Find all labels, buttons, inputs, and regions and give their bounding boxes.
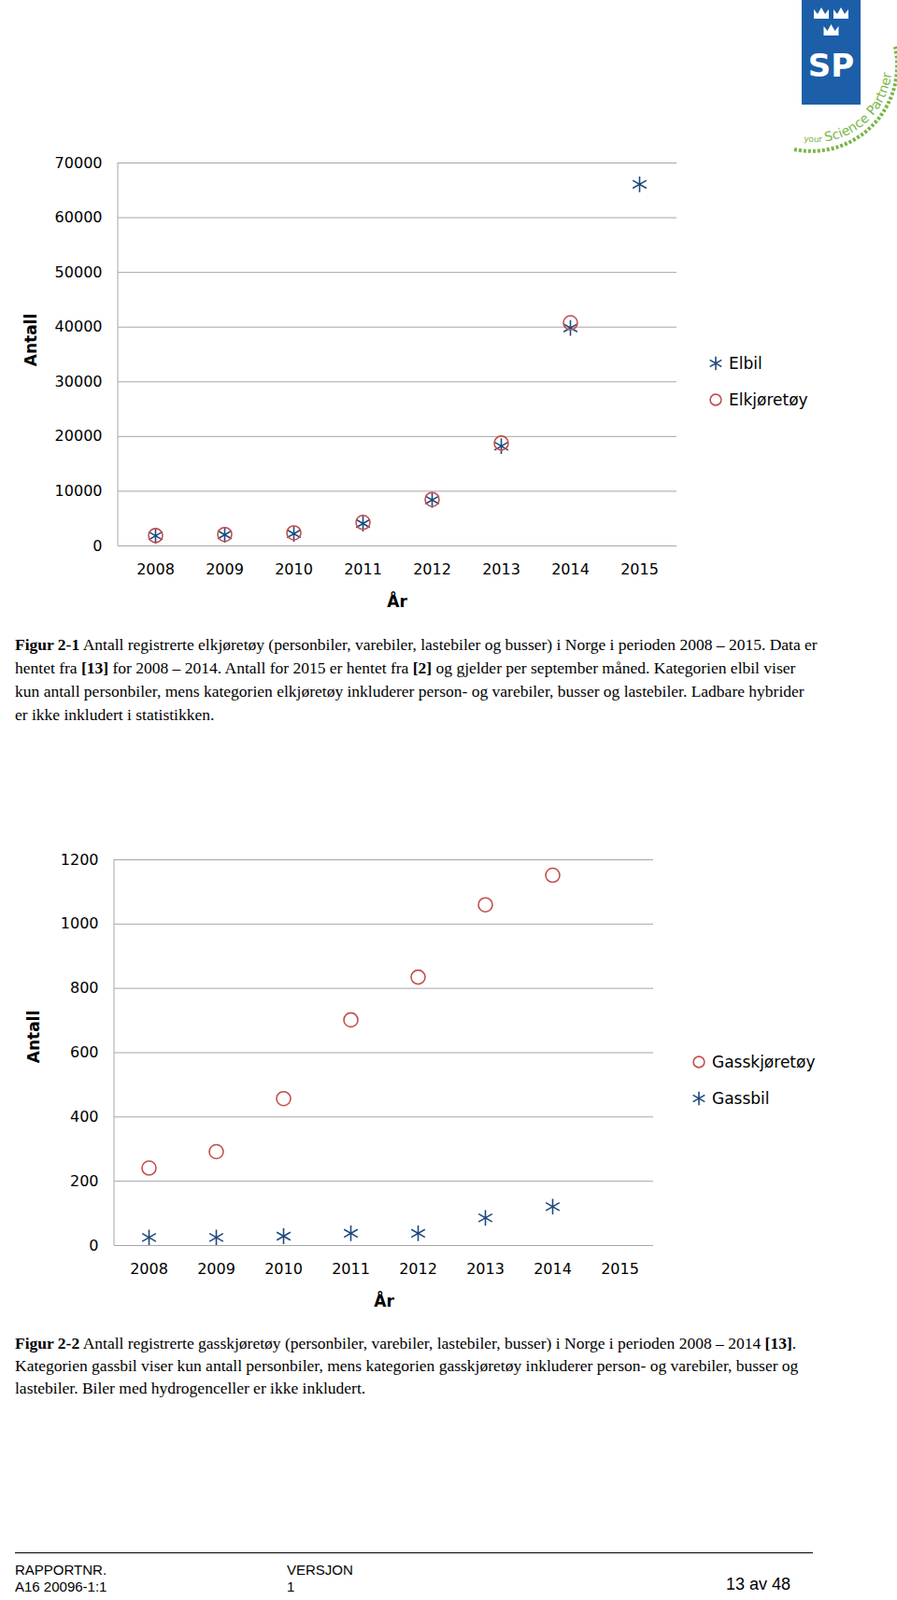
svg-text:2011: 2011	[331, 1260, 371, 1279]
svg-text:10000: 10000	[55, 482, 103, 500]
svg-text:600: 600	[70, 1043, 100, 1062]
svg-text:2010: 2010	[264, 1260, 303, 1279]
svg-text:2014: 2014	[551, 560, 590, 579]
svg-text:2015: 2015	[600, 1260, 640, 1279]
svg-text:2011: 2011	[343, 560, 383, 579]
svg-text:1000: 1000	[60, 914, 100, 933]
svg-text:2008: 2008	[129, 1260, 169, 1279]
svg-text:2012: 2012	[412, 560, 452, 579]
html-text:13 av 48: 13 av 48	[726, 1575, 791, 1595]
svg-text:30000: 30000	[55, 372, 103, 391]
html-text:År: År	[373, 1292, 395, 1311]
html-text:Antall: Antall	[24, 1010, 43, 1064]
html-text:VERSJON: VERSJON	[286, 1562, 354, 1579]
html-text:RAPPORTNR.: RAPPORTNR.	[14, 1562, 107, 1579]
svg-text:2013: 2013	[482, 560, 521, 579]
svg-text:200: 200	[70, 1172, 100, 1191]
svg-text:400: 400	[70, 1108, 100, 1126]
html-text:A16 20096-1:1: A16 20096-1:1	[14, 1579, 107, 1595]
html-text:Gassbil: Gassbil	[711, 1089, 770, 1109]
html-text:1: 1	[286, 1579, 295, 1595]
svg-text:40000: 40000	[55, 317, 103, 336]
html-text:År: År	[387, 592, 408, 612]
svg-text:60000: 60000	[55, 208, 103, 227]
svg-text:50000: 50000	[55, 263, 103, 282]
svg-text:2009: 2009	[205, 560, 244, 579]
svg-text:2009: 2009	[197, 1260, 236, 1279]
html-text:Figur 2-1 Antall registrerte e: Figur 2-1 Antall registrerte elkjøretøy …	[14, 635, 818, 725]
svg-text:70000: 70000	[55, 154, 103, 172]
svg-text:2015: 2015	[620, 560, 659, 579]
svg-text:800: 800	[70, 979, 100, 997]
svg-text:2013: 2013	[466, 1260, 505, 1279]
html-text:Antall: Antall	[21, 313, 41, 367]
svg-text:2014: 2014	[533, 1260, 572, 1279]
svg-text:0: 0	[88, 1237, 99, 1255]
svg-text:0: 0	[92, 537, 102, 556]
svg-text:20000: 20000	[55, 427, 103, 445]
svg-text:SP: SP	[808, 46, 855, 85]
html-text:Gasskjøretøy: Gasskjøretøy	[711, 1053, 816, 1072]
svg-text:2010: 2010	[274, 560, 314, 579]
svg-text:2008: 2008	[136, 560, 175, 579]
html-text:Elkjøretøy: Elkjøretøy	[728, 390, 808, 410]
svg-text:2012: 2012	[398, 1260, 438, 1279]
svg-text:your Science Partner: your Science Partner	[803, 71, 895, 144]
svg-text:1200: 1200	[60, 851, 100, 869]
html-text:Elbil: Elbil	[728, 354, 763, 373]
html-text:Figur 2-2 Antall registrerte g: Figur 2-2 Antall registrerte gasskjøretø…	[14, 1334, 799, 1398]
